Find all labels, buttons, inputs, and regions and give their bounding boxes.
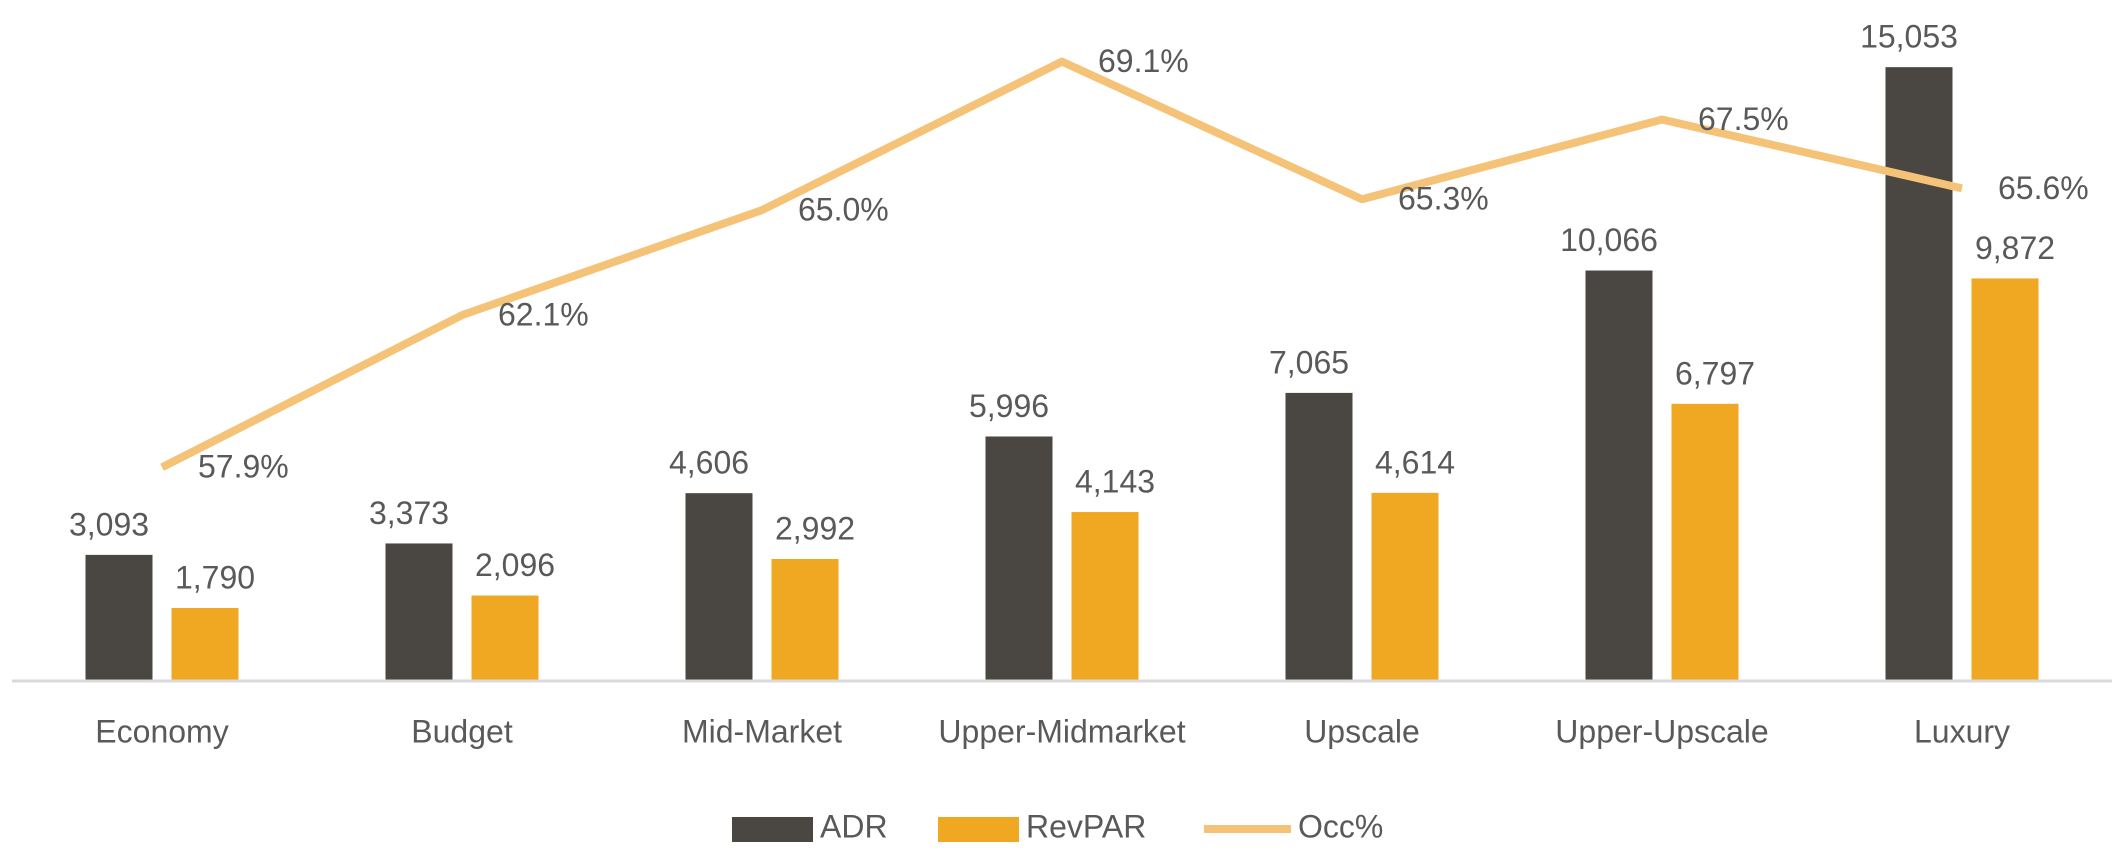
data-label: 4,143 xyxy=(1075,464,1155,500)
legend-label: RevPAR xyxy=(1026,808,1146,844)
data-label: 4,606 xyxy=(669,445,749,481)
data-label: 67.5% xyxy=(1698,101,1789,137)
legend-swatch xyxy=(732,817,813,842)
x-tick-label: Economy xyxy=(95,713,228,749)
bar xyxy=(1885,67,1953,681)
data-label: 2,096 xyxy=(475,547,555,583)
bar xyxy=(85,554,153,681)
data-label: 5,996 xyxy=(969,388,1049,424)
bar xyxy=(1371,492,1439,681)
x-tick-label: Mid-Market xyxy=(682,713,842,749)
data-label: 9,872 xyxy=(1975,230,2055,266)
legend-label: ADR xyxy=(820,808,888,844)
bar xyxy=(1971,278,2039,681)
legend-swatch xyxy=(938,817,1019,842)
data-label: 15,053 xyxy=(1860,19,1958,55)
bar xyxy=(1671,403,1739,681)
x-tick-label: Upper-Midmarket xyxy=(938,713,1185,749)
bar xyxy=(985,436,1053,681)
bar xyxy=(1285,392,1353,681)
data-label: 10,066 xyxy=(1560,222,1658,258)
bar xyxy=(771,558,839,681)
bar xyxy=(1585,270,1653,681)
data-label: 3,093 xyxy=(69,506,149,542)
data-label: 4,614 xyxy=(1375,444,1455,480)
legend-label: Occ% xyxy=(1298,808,1383,844)
data-label: 65.0% xyxy=(798,192,889,228)
data-label: 3,373 xyxy=(369,495,449,531)
data-label: 6,797 xyxy=(1675,355,1755,391)
data-label: 1,790 xyxy=(175,559,255,595)
x-tick-label: Luxury xyxy=(1914,713,2010,749)
data-label: 62.1% xyxy=(498,297,589,333)
x-tick-label: Upscale xyxy=(1304,713,1420,749)
data-label: 65.6% xyxy=(1998,170,2089,206)
bar xyxy=(685,493,753,681)
bar xyxy=(471,595,539,681)
bar xyxy=(385,543,453,681)
data-label: 69.1% xyxy=(1098,43,1189,79)
bar xyxy=(171,608,239,681)
bar xyxy=(1071,512,1139,681)
data-label: 7,065 xyxy=(1269,344,1349,380)
x-tick-label: Upper-Upscale xyxy=(1555,713,1768,749)
x-tick-label: Budget xyxy=(411,713,513,749)
data-label: 2,992 xyxy=(775,510,855,546)
data-label: 65.3% xyxy=(1398,181,1489,217)
data-label: 57.9% xyxy=(198,449,289,485)
line xyxy=(160,57,1963,471)
